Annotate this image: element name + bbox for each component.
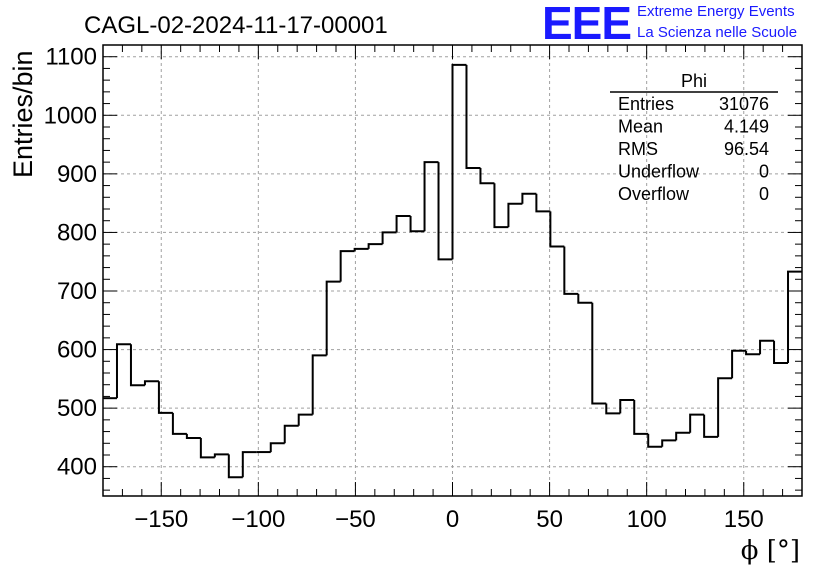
- histogram-bin: [563, 246, 579, 295]
- histogram-bin: [675, 431, 691, 441]
- stats-row-value: 0: [759, 184, 769, 204]
- histogram-bin: [339, 250, 355, 282]
- histogram-bin: [647, 433, 663, 448]
- histogram-bin: [171, 412, 187, 435]
- y-tick-label: 900: [57, 161, 97, 188]
- stats-row-label: Overflow: [618, 184, 690, 204]
- histogram-bin: [325, 280, 341, 356]
- stats-row-label: RMS: [618, 139, 658, 159]
- histogram-bin: [591, 302, 607, 405]
- histogram-bin: [297, 413, 313, 426]
- y-tick-label: 600: [57, 337, 97, 364]
- histogram-bin: [619, 398, 635, 414]
- x-tick-label: 100: [627, 506, 667, 533]
- histogram-bin: [311, 354, 327, 415]
- histogram-bin: [535, 193, 551, 213]
- histogram-bin: [381, 231, 397, 245]
- logo-line-1: Extreme Energy Events: [637, 3, 795, 20]
- histogram-bin: [213, 453, 229, 458]
- histogram-bin: [507, 202, 523, 228]
- histogram-bin: [465, 64, 481, 169]
- histogram-bin: [773, 340, 789, 365]
- histogram-bin: [549, 211, 565, 248]
- y-tick-label: 1000: [44, 102, 97, 129]
- y-tick-label: 1100: [45, 44, 97, 71]
- histogram-bin: [129, 344, 145, 387]
- y-tick-label: 800: [57, 219, 97, 246]
- histogram-bin: [199, 438, 215, 459]
- histogram-bin: [577, 293, 593, 304]
- stats-row-value: 4.149: [724, 117, 769, 137]
- histogram-bin: [437, 162, 453, 261]
- histogram-bin: [633, 399, 649, 435]
- histogram-bin: [745, 350, 761, 356]
- histogram-bin: [703, 414, 719, 438]
- y-axis-label: Entries/bin: [8, 50, 38, 178]
- chart-title: CAGL-02-2024-11-17-00001: [84, 12, 388, 39]
- x-tick-label: 50: [536, 506, 563, 533]
- histogram-bin: [367, 243, 383, 249]
- histogram-bin: [759, 339, 775, 355]
- histogram-bin: [605, 403, 621, 415]
- x-tick-label: −100: [231, 506, 285, 533]
- x-axis-label: ϕ [°]: [741, 536, 800, 566]
- y-tick-label: 500: [57, 395, 97, 422]
- histogram-bin: [423, 161, 439, 232]
- histogram-bin: [661, 439, 677, 447]
- histogram-bin: [395, 215, 411, 233]
- logo-line-2: La Scienza nelle Scuole: [637, 24, 798, 41]
- histogram-bin: [451, 63, 467, 260]
- y-tick-label: 700: [57, 278, 97, 305]
- histogram-bin: [479, 168, 495, 185]
- histogram-bin: [115, 343, 131, 399]
- stats-row-value: 0: [759, 162, 769, 182]
- histogram-bin: [689, 413, 705, 433]
- y-tick-label: 400: [57, 454, 97, 481]
- x-tick-label: −150: [134, 506, 188, 533]
- histogram-bin: [269, 442, 285, 453]
- stats-row-value: 96.54: [724, 139, 769, 159]
- histogram-bin: [717, 377, 733, 437]
- histogram-bin: [283, 424, 299, 444]
- x-tick-label: 150: [724, 506, 764, 533]
- stats-row-value: 31076: [719, 94, 769, 114]
- histogram-bin: [157, 381, 173, 414]
- histogram-bin: [731, 349, 747, 379]
- stats-box-title: Phi: [681, 71, 707, 91]
- histogram-bin: [353, 247, 369, 252]
- x-tick-label: 0: [446, 506, 459, 533]
- histogram-bin: [493, 183, 509, 229]
- x-tick-label: −50: [335, 506, 376, 533]
- histogram-bin: [409, 216, 425, 233]
- histogram-bin: [521, 192, 537, 204]
- stats-row-label: Underflow: [618, 162, 700, 182]
- stats-row-label: Entries: [618, 94, 674, 114]
- histogram-bin: [185, 433, 201, 440]
- stats-row-label: Mean: [618, 117, 663, 137]
- histogram-bin: [241, 451, 257, 478]
- histogram-bin: [787, 270, 802, 364]
- histogram-bin: [143, 380, 159, 386]
- eee-logo-letters: EEE: [542, 0, 632, 49]
- histogram-bin: [227, 454, 243, 479]
